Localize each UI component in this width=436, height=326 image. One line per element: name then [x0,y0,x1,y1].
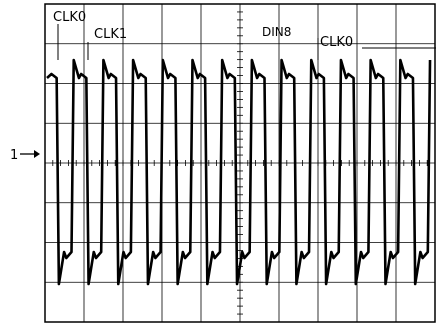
signal-trace-path [46,58,432,286]
channel-marker-label: 1 [10,148,18,163]
arrow-right-icon [20,150,40,158]
signal-trace [46,58,432,286]
annotation-clk0-right: CLK0 [320,35,353,50]
annotation-din8: DIN8 [262,25,291,39]
annotation-clk1: CLK1 [94,27,127,42]
annotation-clk0-left: CLK0 [53,10,86,25]
